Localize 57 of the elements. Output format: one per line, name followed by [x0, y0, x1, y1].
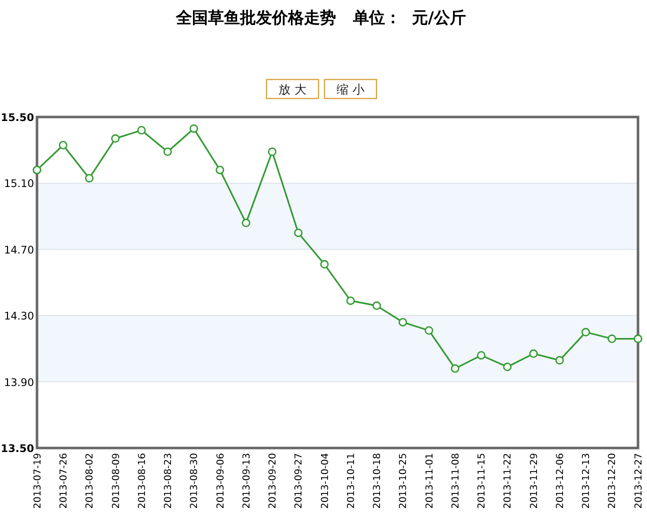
y-tick-label: 13.50 [0, 443, 34, 455]
x-tick-label: 2013-12-27 [633, 453, 644, 509]
y-tick-label: 15.10 [4, 178, 34, 190]
point [268, 148, 276, 156]
point [450, 364, 460, 373]
x-tick-label: 2013-07-19 [32, 453, 44, 509]
point [424, 326, 434, 335]
point [137, 126, 146, 134]
x-tick-label: 2013-09-27 [294, 453, 305, 509]
point [503, 362, 512, 372]
point [58, 140, 68, 150]
x-tick-label: 2013-11-29 [528, 453, 540, 509]
y-tick-label: 15.50 [0, 112, 34, 124]
x-tick-label: 2013-09-06 [215, 453, 226, 509]
button: 缩 小 [324, 78, 378, 100]
point [111, 134, 120, 143]
x-tick-label: 2013-11-15 [476, 453, 488, 509]
x-tick-label: 2013-12-13 [581, 453, 592, 509]
x-tick-label: 2013-10-04 [320, 453, 331, 509]
x-tick-label: 2013-11-01 [424, 453, 436, 509]
point [634, 334, 642, 344]
button: 放 大 [266, 78, 320, 100]
x-tick-label: 2013-08-23 [163, 453, 174, 509]
point [320, 260, 329, 269]
x-tick-label: 2013-12-06 [554, 453, 566, 509]
point [294, 228, 303, 238]
point [242, 218, 250, 228]
x-tick-label: 2013-11-08 [450, 453, 462, 509]
y-tick-label: 13.90 [4, 376, 34, 389]
x-tick-label: 2013-09-20 [268, 453, 279, 509]
x-tick-label: 2013-10-11 [346, 453, 357, 509]
x-tick-label: 2013-08-16 [136, 453, 148, 509]
x-tick-label: 2013-12-20 [607, 453, 618, 509]
point [32, 166, 42, 174]
point [163, 148, 172, 156]
point [476, 351, 486, 360]
point [555, 356, 564, 365]
point [372, 301, 381, 310]
point [398, 318, 408, 326]
x-tick-label: 2013-08-09 [110, 453, 122, 509]
x-tick-label: 2013-10-25 [398, 453, 410, 509]
x-tick-label: 2013-08-02 [84, 453, 96, 509]
point [608, 334, 616, 344]
point [85, 174, 94, 182]
x-tick-label: 2013-09-13 [241, 453, 252, 509]
title: 全国草鱼批发价格走势 单位： 元/公斤 [176, 8, 466, 27]
point [346, 296, 355, 305]
x-tick-label: 2013-07-26 [58, 453, 70, 509]
point [216, 166, 224, 174]
x-tick-label: 2013-08-30 [189, 453, 200, 509]
x-tick-label: 2013-11-22 [502, 453, 514, 509]
y-tick-label: 14.70 [4, 244, 34, 256]
point [581, 328, 590, 336]
point [190, 124, 198, 133]
y-tick-label: 14.30 [4, 310, 34, 323]
point [529, 349, 538, 358]
x-tick-label: 2013-10-18 [372, 453, 384, 509]
